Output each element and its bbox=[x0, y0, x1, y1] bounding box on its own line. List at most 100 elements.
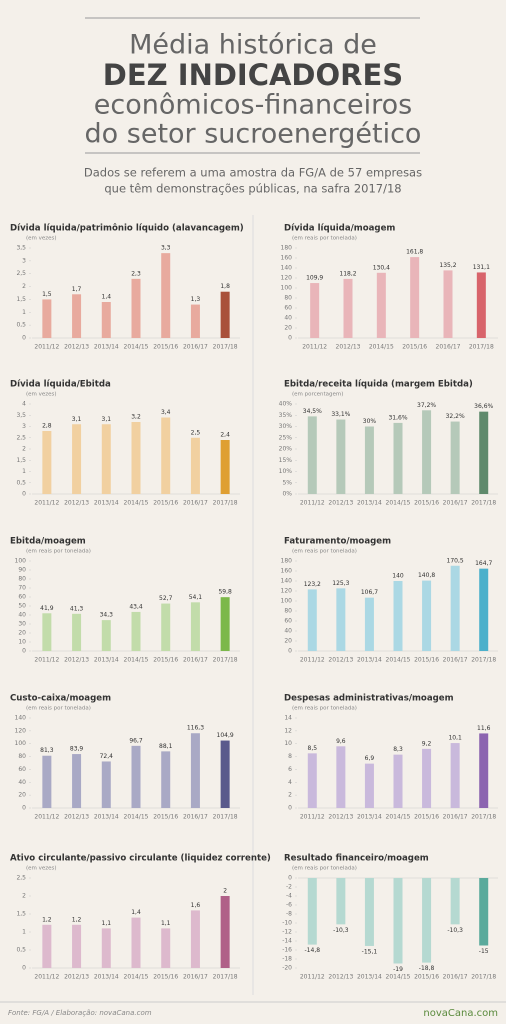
value-label: 109,9 bbox=[306, 275, 323, 282]
x-tick-label: 2015/16 bbox=[414, 500, 439, 507]
bar bbox=[42, 299, 52, 338]
y-tick-label: 0 bbox=[288, 648, 292, 655]
bar bbox=[72, 424, 82, 494]
value-label: 1,8 bbox=[220, 283, 230, 290]
x-tick-label: 2014/15 bbox=[124, 500, 149, 507]
value-label: 9,6 bbox=[336, 738, 346, 745]
x-tick-label: 2012/13 bbox=[328, 657, 353, 664]
value-label: 164,7 bbox=[475, 560, 492, 567]
chart-subtitle: (em reais por tonelada) bbox=[292, 706, 357, 712]
chart-title: Dívida líquida/Ebitda bbox=[10, 380, 111, 390]
bar bbox=[393, 581, 403, 651]
y-tick-label: 0 bbox=[22, 965, 26, 972]
chart-title: Ebitda/receita líquida (margem Ebitda) bbox=[284, 380, 473, 390]
y-tick-label: 140 bbox=[281, 578, 293, 585]
bar bbox=[479, 568, 489, 651]
y-tick-label: 0 bbox=[288, 335, 292, 342]
y-tick-label: 2,5 bbox=[16, 875, 26, 882]
subtitle-line: que têm demonstrações públicas, na safra… bbox=[104, 182, 401, 196]
y-tick-label: 60 bbox=[284, 618, 292, 625]
y-tick-label: 10% bbox=[279, 468, 293, 475]
y-tick-label: 10 bbox=[284, 740, 292, 747]
x-tick-label: 2014/15 bbox=[124, 974, 149, 981]
y-tick-label: -10 bbox=[282, 920, 292, 927]
value-label: 11,6 bbox=[477, 725, 491, 732]
y-tick-label: -4 bbox=[286, 893, 292, 900]
y-tick-label: 100 bbox=[15, 740, 27, 747]
x-tick-label: 2016/17 bbox=[183, 814, 208, 821]
bar bbox=[161, 751, 171, 808]
value-label: 10,1 bbox=[448, 735, 462, 742]
y-tick-label: 0 bbox=[288, 875, 292, 882]
x-tick-label: 2011/12 bbox=[300, 500, 325, 507]
x-tick-label: 2014/15 bbox=[386, 974, 411, 981]
y-tick-label: 140 bbox=[281, 265, 293, 272]
bar bbox=[393, 878, 403, 964]
y-tick-label: -6 bbox=[286, 902, 292, 909]
value-label: 3,4 bbox=[161, 409, 171, 416]
y-tick-label: 180 bbox=[281, 558, 293, 565]
value-label: 123,2 bbox=[304, 581, 321, 588]
bar bbox=[42, 924, 52, 968]
bar bbox=[161, 417, 171, 494]
y-tick-label: -14 bbox=[282, 938, 292, 945]
y-tick-label: 12 bbox=[284, 727, 292, 734]
bar bbox=[220, 896, 230, 968]
bar bbox=[131, 278, 141, 338]
value-label: 135,2 bbox=[439, 262, 456, 269]
x-tick-label: 2012/13 bbox=[64, 814, 89, 821]
bar bbox=[131, 745, 141, 808]
bar bbox=[220, 440, 230, 494]
chart-title: Ebitda/moagem bbox=[10, 537, 86, 547]
value-label: -14,8 bbox=[305, 947, 321, 954]
y-tick-label: 0,5 bbox=[16, 947, 26, 954]
value-label: 32,2% bbox=[446, 413, 465, 420]
y-tick-label: 30 bbox=[18, 621, 26, 628]
y-tick-label: 8 bbox=[288, 753, 292, 760]
chart-subtitle: (em reais por tonelada) bbox=[292, 549, 357, 555]
value-label: 72,4 bbox=[100, 753, 114, 760]
bar bbox=[364, 597, 374, 651]
y-tick-label: 0,5 bbox=[16, 479, 26, 486]
y-tick-label: 40 bbox=[18, 612, 26, 619]
bar bbox=[190, 733, 200, 808]
y-tick-label: -12 bbox=[282, 929, 292, 936]
x-tick-label: 2015/16 bbox=[153, 814, 178, 821]
y-tick-label: 2,5 bbox=[16, 434, 26, 441]
value-label: 2,8 bbox=[42, 423, 52, 430]
value-label: 106,7 bbox=[361, 589, 378, 596]
title-line: econômicos-financeiros bbox=[94, 90, 412, 121]
value-label: 116,3 bbox=[187, 725, 204, 732]
bar bbox=[364, 426, 374, 494]
x-tick-label: 2015/16 bbox=[402, 344, 427, 351]
y-tick-label: 90 bbox=[18, 567, 26, 574]
bar bbox=[343, 278, 353, 338]
bar bbox=[310, 283, 320, 338]
value-label: 1,2 bbox=[72, 916, 82, 923]
y-tick-label: 40 bbox=[284, 628, 292, 635]
bar bbox=[72, 924, 82, 968]
bar bbox=[101, 761, 111, 808]
value-label: 1,5 bbox=[42, 291, 52, 298]
value-label: 104,9 bbox=[217, 732, 234, 739]
y-tick-label: 80 bbox=[18, 753, 26, 760]
y-tick-label: 1 bbox=[22, 929, 26, 936]
y-tick-label: 1,5 bbox=[16, 457, 26, 464]
y-tick-label: 1 bbox=[22, 309, 26, 316]
value-label: -10,3 bbox=[447, 927, 463, 934]
x-tick-label: 2016/17 bbox=[443, 814, 468, 821]
value-label: 83,9 bbox=[70, 746, 84, 753]
value-label: 118,2 bbox=[339, 270, 356, 277]
value-label: -18,8 bbox=[419, 965, 435, 972]
bar bbox=[336, 588, 346, 651]
y-tick-label: 120 bbox=[15, 727, 27, 734]
value-label: 37,2% bbox=[417, 402, 436, 409]
x-tick-label: 2012/13 bbox=[64, 500, 89, 507]
x-tick-label: 2016/17 bbox=[443, 500, 468, 507]
y-tick-label: 35% bbox=[279, 412, 293, 419]
y-tick-label: 0 bbox=[22, 491, 26, 498]
x-tick-label: 2011/12 bbox=[300, 657, 325, 664]
value-label: 140,8 bbox=[418, 572, 435, 579]
value-label: 2,3 bbox=[131, 270, 141, 277]
